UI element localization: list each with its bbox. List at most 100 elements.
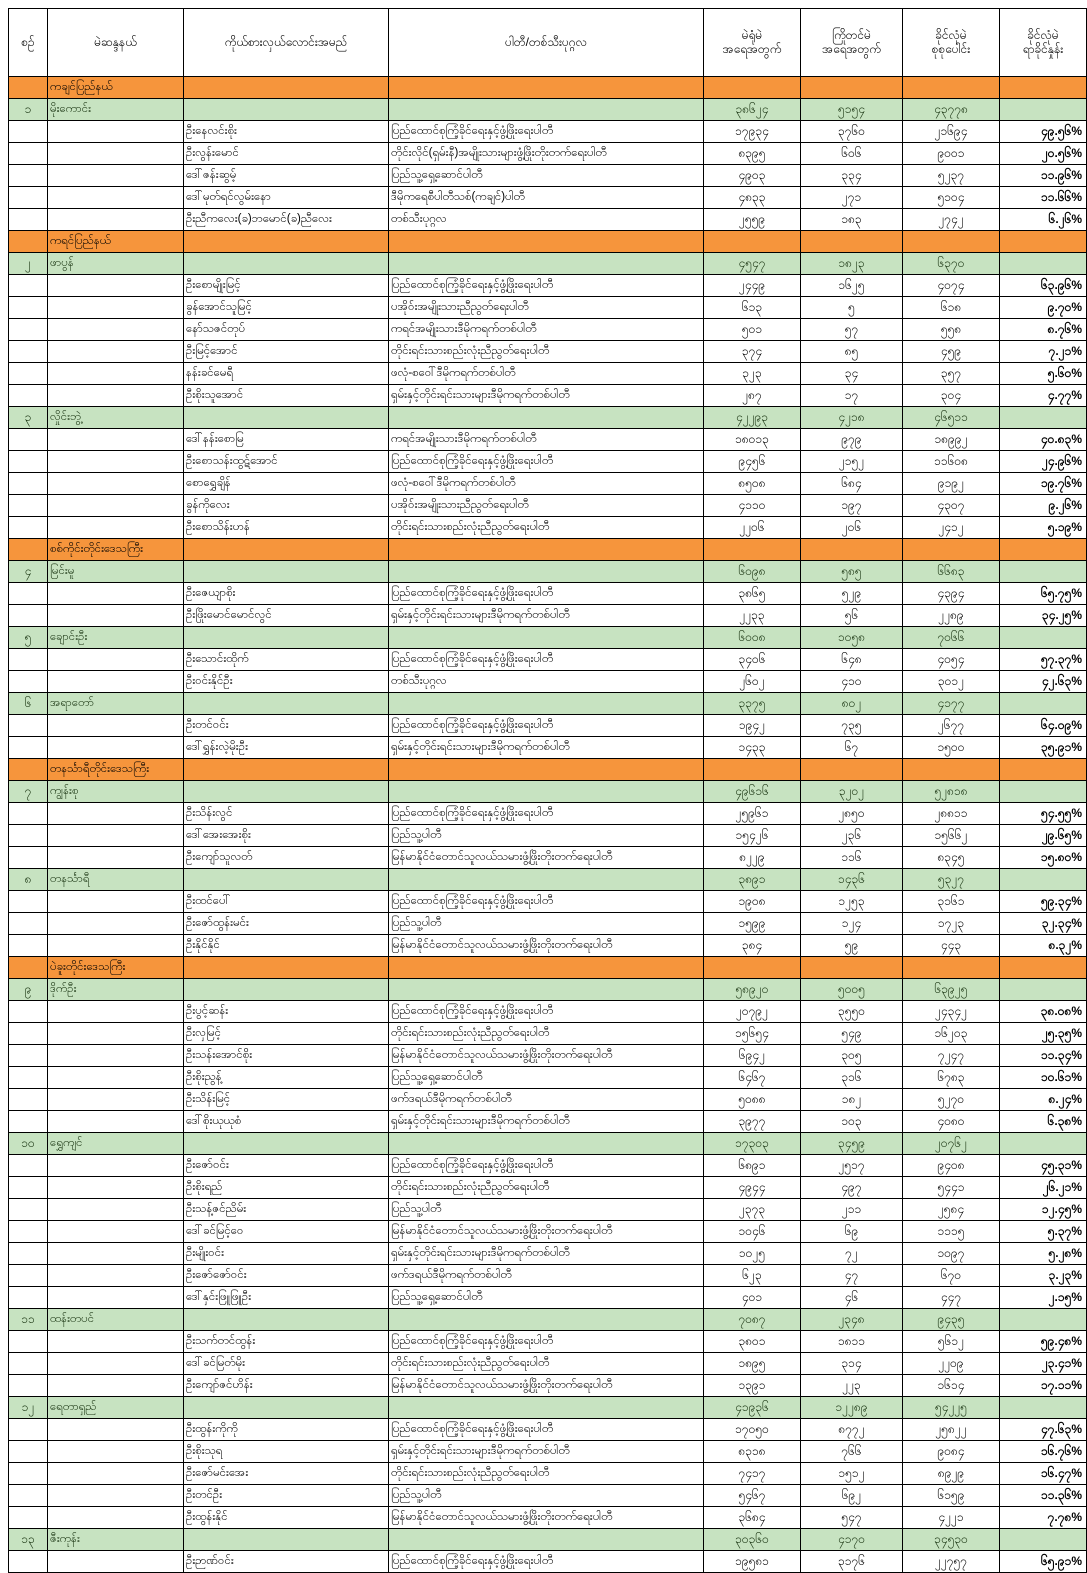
candidate-serial-cell [8,582,48,605]
candidate-constituency-cell [47,802,184,825]
constituency-serial-no: ၇ [8,780,48,803]
candidate-name: ဦးဝင်းနိုင်ဦး [183,670,389,693]
candidate-row: ဦးထင်ပေါ် ပြည်ထောင်စုကြံ့ခိုင်ရေးနှင့်ဖွံ… [8,890,1087,913]
vote-percentage: ၇.၂၁% [999,340,1087,363]
state-row-polling-cell [703,956,801,979]
vote-percentage: ၁၁.၉၆% [999,164,1087,187]
party-name: ကရင်အမျိုးသားဒီမိုကရက်တစ်ပါတီ [388,428,704,451]
candidate-constituency-cell [47,1506,184,1529]
vote-percentage: ၂.၁၅% [999,1286,1087,1309]
candidate-serial-cell [8,714,48,737]
vote-percentage: ၂၆.၂၁% [999,1176,1087,1199]
total-percent-cell [999,1308,1087,1331]
total-percent-cell [999,626,1087,649]
candidate-name: ဦးထင်ပေါ် [183,890,389,913]
candidate-name: ဦးဇေယျာစိုး [183,582,389,605]
valid-votes: ၅၂၇၀ [902,1088,1000,1111]
state-row-candidate-cell [183,76,389,99]
advance-votes: ၆၄၈ [800,648,903,671]
vote-percentage: ၄.၇၇% [999,384,1087,407]
candidate-constituency-cell [47,1242,184,1265]
constituency-party-cell [388,692,704,715]
candidate-name: ဦးသက်တင်ထွန်း [183,1330,389,1353]
candidate-row: ဒေါ်ခင်မြင့်ဝေ မြန်မာနိုင်ငံတောင်သူလယ်သမာ… [8,1220,1087,1243]
advance-votes: ၂၀၆ [800,516,903,539]
candidate-constituency-cell [47,494,184,517]
polling-votes: ၉၄၅၆ [703,450,801,473]
constituency-name: မြင်းမူ [47,560,184,583]
total-advance-votes: ၃၂၀၂ [800,780,903,803]
candidate-constituency-cell [47,604,184,627]
valid-votes: ၂၆၇၇ [902,714,1000,737]
party-name: ဖက်ဒရယ်ဒီမိုကရက်တစ်ပါတီ [388,1088,704,1111]
valid-votes: ၄၂၂၁ [902,1506,1000,1529]
advance-votes: ၅၉ [800,934,903,957]
candidate-serial-cell [8,890,48,913]
constituency-name: ဒိုက်ဦး [47,978,184,1001]
total-valid-votes: ၆၆၈၃ [902,560,1000,583]
candidate-row: ဒေါ်ရွှန်းလဲ့မိုးဦး ရှမ်းနှင့်တိုင်းရင်းသ… [8,736,1087,759]
candidate-name: ဒေါ်ရွှန်းလဲ့မိုးဦး [183,736,389,759]
candidate-name: ဒေါ်ခင်မြင့်ဝေ [183,1220,389,1243]
constituency-serial-no: ၆ [8,692,48,715]
party-name: တိုင်းရင်းသားစည်းလုံးညီညွတ်ရေးပါတီ [388,1176,704,1199]
valid-votes: ၉၄၀၈ [902,1154,1000,1177]
candidate-serial-cell [8,1440,48,1463]
results-grid: စဉ် မဲဆန္ဒနယ် ကိုယ်စားလှယ်လောင်းအမည် ပါတ… [8,8,1087,1573]
constituency-candidate-cell [183,406,389,429]
polling-votes: ၁၇၀၅၀ [703,1418,801,1441]
candidate-constituency-cell [47,164,184,187]
state-row-party-cell [388,76,704,99]
total-percent-cell [999,560,1087,583]
polling-votes: ၁၈၉၅ [703,1352,801,1375]
constituency-total-row: ၁၃ ဇီးကုန်း ၃၀၃၆၀ ၄၁၇၀ ၃၄၅၃၀ [8,1528,1087,1551]
total-valid-votes: ၂၀၇၆၂ [902,1132,1000,1155]
party-name: မြန်မာနိုင်ငံတောင်သူလယ်သမားဖွံ့ဖြိုးတိုး… [388,1374,704,1397]
candidate-constituency-cell [47,1110,184,1133]
party-name: ပြည်ထောင်စုကြံ့ခိုင်ရေးနှင့်ဖွံ့ဖြိုးရေး… [388,890,704,913]
valid-votes: ၉၀၀၁ [902,142,1000,165]
constituency-serial-no: ၃ [8,406,48,429]
state-row-party-cell [388,230,704,253]
constituency-name: မိုးကောင်း [47,98,184,121]
candidate-row: ဦးဖြိုးမောင်မောင်လွင် ရှမ်းနှင့်တိုင်းရင်… [8,604,1087,627]
valid-votes: ၁၁၆၀၈ [902,450,1000,473]
candidate-constituency-cell [47,362,184,385]
valid-votes: ၃၀၄ [902,384,1000,407]
state-row-party-cell [388,956,704,979]
state-name: စစ်ကိုင်းတိုင်းဒေသကြီး [47,538,184,561]
valid-votes: ၄၄၇ [902,1286,1000,1309]
state-row-serial-cell [8,758,48,781]
candidate-constituency-cell [47,120,184,143]
party-name: ပြည်ထောင်စုကြံ့ခိုင်ရေးနှင့်ဖွံ့ဖြိုးရေး… [388,1154,704,1177]
constituency-name: ချောင်းဦး [47,626,184,649]
polling-votes: ၂၂၃၃ [703,604,801,627]
total-valid-votes: ၆၃၇၀ [902,252,1000,275]
polling-votes: ၅၀၁ [703,318,801,341]
vote-percentage: ၁၅.၈၀% [999,846,1087,869]
candidate-serial-cell [8,1462,48,1485]
vote-percentage: ၂၀.၅၆% [999,142,1087,165]
polling-votes: ၄၁၁၀ [703,494,801,517]
state-section-row: စစ်ကိုင်းတိုင်းဒေသကြီး [8,538,1087,561]
candidate-name: ဦးစောမျိုးမြင့် [183,274,389,297]
vote-percentage: ၈.၇၆% [999,318,1087,341]
vote-percentage: ၅.၁၉% [999,516,1087,539]
header-party: ပါတီ/တစ်သီးပုဂ္ဂလ [388,8,704,77]
vote-percentage: ၃၈.၀၈% [999,1000,1087,1023]
constituency-candidate-cell [183,252,389,275]
total-valid-votes: ၄၃၇၇၈ [902,98,1000,121]
advance-votes: ၆၇ [800,736,903,759]
candidate-row: ဦးတင်ဦး ပြည်သူ့ပါတီ ၅၄၆၇ ၆၉၂ ၆၁၅၉ ၁၁.၃၆% [8,1484,1087,1507]
polling-votes: ၆၉၄၂ [703,1044,801,1067]
candidate-name: ဒေါ်နန်းစောမြ [183,428,389,451]
state-name: တနင်္သာရီတိုင်းဒေသကြီး [47,758,184,781]
party-name: ပြည်ထောင်စုကြံ့ခိုင်ရေးနှင့်ဖွံ့ဖြိုးရေး… [388,714,704,737]
vote-percentage: ၄၇.၆၃% [999,1418,1087,1441]
candidate-row: ဦးသိန်းလွင် ပြည်ထောင်စုကြံ့ခိုင်ရေးနှင့်ဖ… [8,802,1087,825]
valid-votes: ၂၅၈၄ [902,1198,1000,1221]
advance-votes: ၁၈၂ [800,1088,903,1111]
valid-votes: ၉၀၈၄ [902,1440,1000,1463]
valid-votes: ၂၂၀၉ [902,1352,1000,1375]
advance-votes: ၂၈၅၀ [800,802,903,825]
